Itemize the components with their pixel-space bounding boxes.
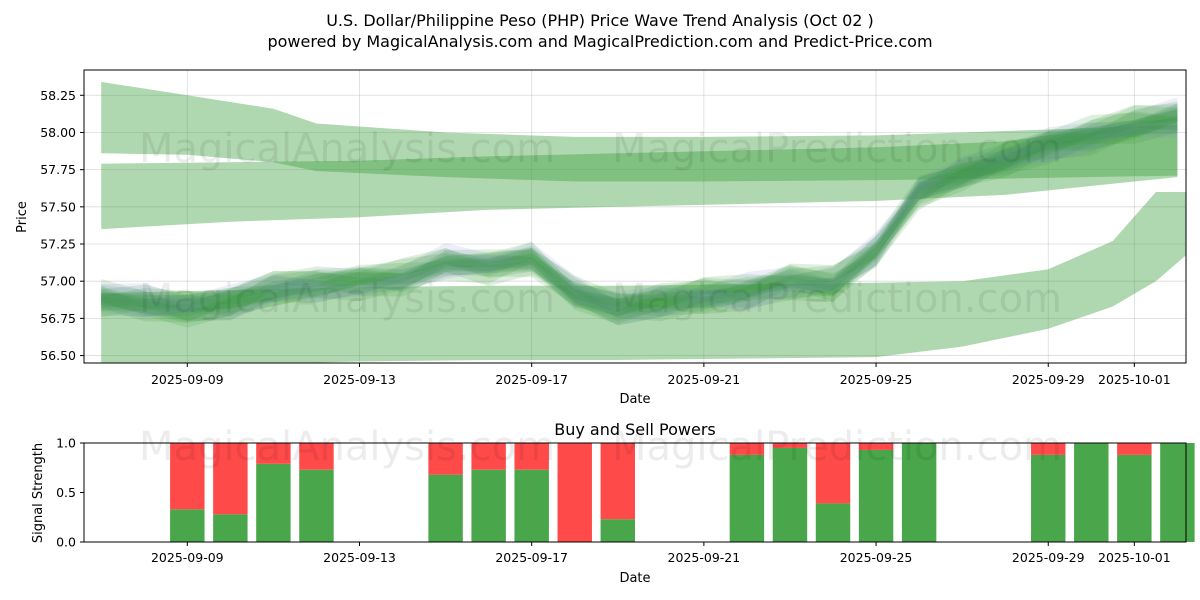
price-panel: MagicalAnalysis.com MagicalPrediction.co… bbox=[15, 69, 1187, 407]
price-y-tick-label: 56.75 bbox=[40, 311, 76, 326]
buy-bar bbox=[213, 514, 248, 542]
upper-band-b bbox=[101, 117, 1178, 230]
buy-bar bbox=[815, 503, 851, 542]
signal-y-axis-label: Signal Strength bbox=[31, 443, 46, 543]
upper-band-a bbox=[101, 81, 1178, 182]
signal-x-tick-label: 2025-10-01 bbox=[1098, 550, 1171, 565]
price-y-tick-label: 58.00 bbox=[40, 125, 76, 140]
wave-ribbon-green bbox=[101, 111, 1178, 321]
buy-bar bbox=[256, 463, 291, 542]
sell-bar bbox=[557, 443, 592, 542]
sell-bar bbox=[772, 443, 808, 448]
price-y-tick-label: 56.50 bbox=[40, 348, 76, 363]
signal-y-tick-label: 0.0 bbox=[56, 535, 76, 550]
signal-y-tick-label: 0.5 bbox=[56, 485, 76, 500]
price-x-axis: 2025-09-09 2025-09-13 2025-09-17 2025-09-21… bbox=[151, 363, 1171, 387]
signal-x-tick-label: 2025-09-09 bbox=[151, 550, 224, 565]
price-y-tick-label: 57.50 bbox=[40, 199, 76, 214]
signal-bars bbox=[170, 443, 1195, 542]
wave-ribbon-blue bbox=[101, 120, 1178, 318]
sell-bar bbox=[858, 443, 894, 450]
price-x-tick-label: 2025-09-29 bbox=[1012, 372, 1085, 387]
price-y-axis-label: Price bbox=[15, 201, 30, 233]
wave-ribbon-blue bbox=[101, 114, 1178, 317]
buy-bar bbox=[1074, 443, 1109, 542]
buy-bar bbox=[471, 469, 506, 542]
chart-title-line1: U.S. Dollar/Philippine Peso (PHP) Price … bbox=[326, 11, 874, 30]
signal-y-tick-label: 1.0 bbox=[56, 436, 76, 451]
watermark-right-mid: MagicalPrediction.com bbox=[612, 276, 1062, 322]
buy-bar bbox=[299, 469, 334, 542]
signal-panel: Buy and Sell Powers MagicalAnalysis.com … bbox=[31, 420, 1195, 586]
sell-bar bbox=[170, 443, 205, 510]
sell-bar bbox=[815, 443, 851, 504]
signal-x-tick-label: 2025-09-17 bbox=[495, 550, 568, 565]
price-x-tick-label: 2025-09-21 bbox=[668, 372, 741, 387]
sell-bar bbox=[213, 443, 248, 515]
buy-bar bbox=[772, 447, 808, 542]
buy-bar bbox=[1031, 454, 1066, 542]
sell-bar bbox=[1117, 443, 1152, 455]
price-y-tick-label: 58.25 bbox=[40, 88, 76, 103]
wave-ribbon-green bbox=[101, 120, 1178, 317]
signal-x-tick-label: 2025-09-13 bbox=[323, 550, 396, 565]
wave-ribbon-green bbox=[101, 115, 1178, 315]
chart-title-line2: powered by MagicalAnalysis.com and Magic… bbox=[267, 32, 932, 51]
signal-x-axis: 2025-09-09 2025-09-13 2025-09-17 2025-09-21… bbox=[151, 542, 1171, 565]
signal-x-tick-label: 2025-09-25 bbox=[840, 550, 913, 565]
buy-bar bbox=[858, 449, 894, 542]
sell-bar bbox=[471, 443, 506, 470]
watermark-left-mid: MagicalAnalysis.com bbox=[139, 276, 555, 322]
buy-bar bbox=[1117, 454, 1152, 542]
watermark-left-bottom: MagicalAnalysis.com bbox=[139, 424, 555, 470]
wave-ribbon-green bbox=[101, 109, 1178, 318]
wave-ribbon-green bbox=[101, 108, 1178, 317]
signal-chart-title: Buy and Sell Powers bbox=[554, 420, 716, 439]
buy-bar bbox=[729, 454, 765, 542]
price-gridlines bbox=[84, 70, 1186, 363]
price-x-tick-label: 2025-09-17 bbox=[495, 372, 568, 387]
price-x-tick-label: 2025-09-25 bbox=[840, 372, 913, 387]
signal-x-tick-label: 2025-09-21 bbox=[668, 550, 741, 565]
signal-x-tick-label: 2025-09-29 bbox=[1012, 550, 1085, 565]
wave-ribbon-green bbox=[101, 105, 1178, 328]
price-y-tick-label: 57.00 bbox=[40, 274, 76, 289]
sell-bar bbox=[256, 443, 291, 464]
sell-bar bbox=[299, 443, 334, 470]
price-y-tick-label: 57.75 bbox=[40, 162, 76, 177]
lower-band bbox=[101, 192, 1186, 363]
buy-bar bbox=[170, 509, 205, 542]
price-x-tick-label: 2025-09-13 bbox=[323, 372, 396, 387]
signal-x-axis-label: Date bbox=[619, 571, 650, 586]
wave-ribbon-green bbox=[101, 112, 1178, 323]
signal-y-axis: 0.0 0.5 1.0 bbox=[56, 436, 84, 550]
sell-bar bbox=[514, 443, 549, 470]
sell-bar bbox=[600, 443, 635, 520]
sell-bar bbox=[729, 443, 765, 455]
buy-bar bbox=[1160, 443, 1195, 542]
price-x-tick-label: 2025-10-01 bbox=[1098, 372, 1171, 387]
price-wave-bands bbox=[101, 81, 1186, 363]
sell-bar bbox=[428, 443, 463, 475]
buy-bar bbox=[901, 443, 937, 542]
wave-ribbon-blue bbox=[101, 97, 1178, 326]
wave-ribbon-green bbox=[101, 109, 1178, 314]
wave-ribbon-green bbox=[101, 103, 1178, 322]
buy-bar bbox=[600, 519, 635, 542]
sell-bar bbox=[1031, 443, 1066, 455]
price-plot-frame bbox=[83, 69, 1187, 364]
watermark-right-top: MagicalPrediction.com bbox=[612, 126, 1062, 172]
price-y-tick-label: 57.25 bbox=[40, 237, 76, 252]
watermark-left-top: MagicalAnalysis.com bbox=[139, 126, 555, 172]
watermark-right-bottom: MagicalPrediction.com bbox=[612, 424, 1062, 470]
price-x-axis-label: Date bbox=[619, 392, 650, 407]
buy-bar bbox=[428, 474, 463, 542]
buy-bar bbox=[514, 469, 549, 542]
price-x-tick-label: 2025-09-09 bbox=[151, 372, 224, 387]
price-y-axis: 56.50 56.75 57.00 57.25 57.50 57.75 58.00 58.25 bbox=[40, 88, 84, 363]
